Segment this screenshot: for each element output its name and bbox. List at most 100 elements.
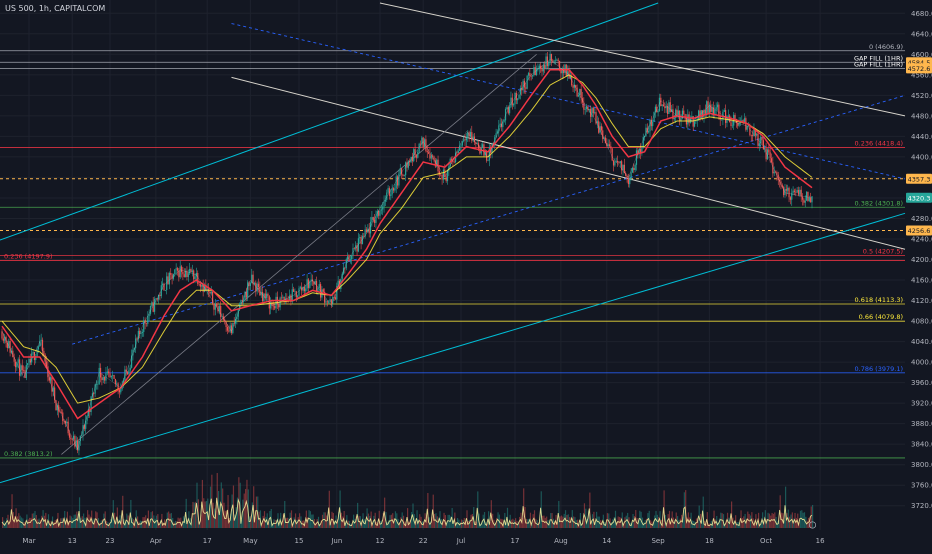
y-tick-label: 4680.0	[911, 10, 932, 18]
candle-body	[642, 137, 644, 148]
candle-body	[52, 387, 54, 392]
volume-bar	[230, 513, 232, 528]
candle-body	[614, 161, 616, 166]
candle-body	[99, 367, 102, 378]
candle-body	[410, 157, 412, 163]
candle-body	[756, 133, 758, 136]
volume-bar	[29, 517, 31, 528]
volume-bar	[219, 504, 221, 528]
level-label: 0.382 (3813.2)	[4, 450, 53, 458]
volume-bar	[644, 519, 646, 528]
candle-body	[151, 302, 153, 306]
candle-body	[187, 273, 189, 278]
y-tick-label: 4560.0	[911, 71, 932, 79]
candle-body	[476, 143, 478, 145]
volume-bar	[365, 520, 367, 528]
volume-bar	[709, 523, 711, 528]
candle-body	[592, 107, 594, 114]
volume-bar	[590, 521, 592, 528]
candle-body	[54, 387, 56, 401]
volume-bar	[68, 521, 70, 528]
candle-body	[496, 131, 499, 134]
candle-body	[534, 67, 536, 76]
price-tag-label: 4256.6	[908, 227, 931, 235]
candle-body	[580, 88, 582, 98]
volume-bar	[195, 501, 197, 528]
x-tick-label: Oct	[760, 537, 772, 545]
candle-body	[599, 126, 601, 133]
volume-bar	[398, 522, 401, 528]
volume-bar	[231, 494, 233, 528]
candle-body	[35, 356, 37, 361]
candle-body	[282, 296, 284, 298]
x-tick-label: 12	[376, 537, 385, 545]
candle-body	[472, 136, 474, 141]
channel-white-lower	[231, 76, 906, 250]
candle-body	[182, 271, 184, 275]
level-label: 0.786 (3979.1)	[855, 365, 904, 373]
volume-bar	[209, 486, 212, 528]
volume-bar	[637, 520, 640, 528]
candle-body	[369, 221, 372, 234]
volume-bar	[623, 523, 625, 528]
level-label: GAP FILL (1HR)	[854, 60, 903, 68]
candle-body	[438, 171, 440, 175]
y-tick-label: 4640.0	[911, 30, 932, 38]
chart-title: US 500, 1h, CAPITALCOM	[5, 4, 106, 13]
candle-body	[595, 112, 597, 124]
candle-body	[218, 306, 220, 312]
candle-body	[212, 291, 214, 304]
candle-body	[810, 197, 812, 203]
volume-bar	[308, 510, 310, 528]
candle-body	[171, 274, 173, 279]
candle-body	[452, 160, 454, 162]
level-label: 0.618 (4113.3)	[855, 296, 904, 304]
volume-bar	[652, 523, 654, 528]
volume-bar	[562, 516, 564, 528]
candle-body	[654, 106, 656, 112]
candle-body	[401, 168, 403, 175]
candle-body	[394, 188, 396, 191]
volume-bar	[6, 518, 8, 528]
candle-body	[44, 354, 46, 362]
volume-bar	[639, 510, 641, 528]
volume-bar	[513, 520, 515, 528]
candle-body	[186, 270, 188, 278]
candle-body	[40, 339, 42, 341]
candle-body	[436, 159, 438, 167]
x-tick-label: 17	[511, 537, 520, 545]
volume-bar	[612, 519, 614, 528]
volume-bar	[297, 517, 299, 528]
candle-body	[198, 283, 200, 285]
candle-body	[610, 146, 612, 149]
candle-body	[652, 121, 654, 127]
volume-bar	[508, 523, 510, 528]
candle-body	[110, 375, 112, 378]
volume-bar	[510, 519, 513, 528]
candle-body	[109, 373, 111, 378]
candle-body	[274, 305, 276, 309]
volume-bar	[556, 521, 559, 528]
candle-body	[272, 305, 274, 307]
candle-body	[197, 272, 199, 284]
candle-body	[264, 293, 266, 299]
candle-body	[457, 150, 459, 154]
candle-body	[5, 336, 7, 344]
candle-body	[371, 217, 373, 222]
candle-body	[294, 291, 296, 292]
candle-body	[170, 273, 172, 275]
candle-body	[625, 173, 627, 176]
candle-body	[398, 173, 400, 186]
candle-body	[553, 60, 555, 62]
candle-body	[604, 137, 607, 143]
volume-bar	[531, 522, 533, 528]
candle-body	[368, 228, 370, 234]
candle-body	[98, 367, 100, 384]
candle-body	[499, 123, 501, 126]
candle-body	[263, 293, 265, 302]
candle-body	[684, 113, 686, 118]
candle-body	[326, 301, 328, 303]
candle-body	[779, 179, 781, 182]
